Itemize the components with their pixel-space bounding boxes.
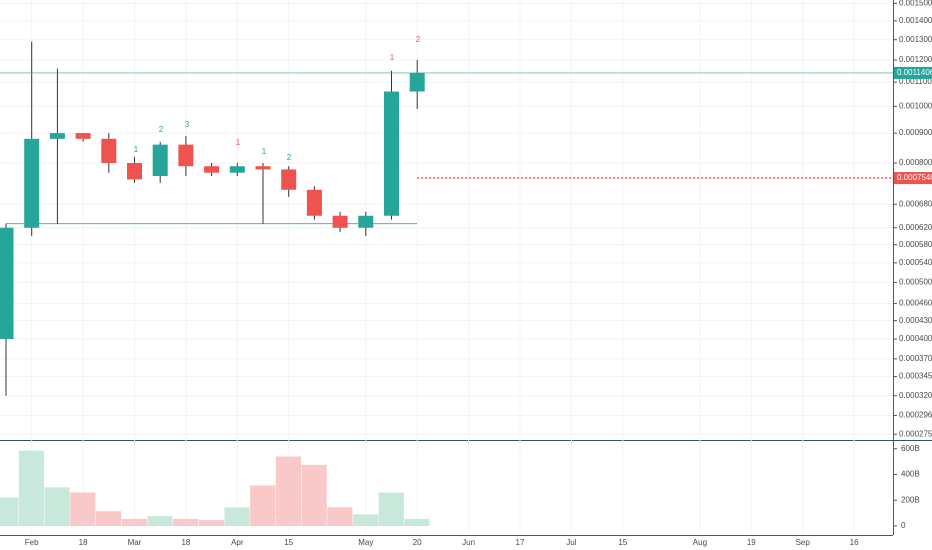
volume-bar: [95, 511, 122, 526]
x-tick-label: Jul: [566, 538, 576, 547]
volume-bar: [301, 464, 327, 526]
x-tick-label: Jun: [462, 538, 475, 547]
x-tick-label: Mar: [128, 538, 142, 547]
candle-body: [101, 138, 117, 164]
x-tick-label: 15: [618, 538, 627, 547]
candle-body: [306, 189, 322, 216]
candle-body: [127, 163, 142, 180]
x-tick-label: Sep: [796, 538, 811, 547]
candle-body: [229, 166, 245, 173]
candle-body: [152, 144, 168, 177]
volume-bar: [352, 514, 379, 526]
volume-bar: [404, 518, 430, 526]
candle-body: [0, 227, 14, 340]
volume-bar: [173, 518, 199, 526]
candle-body: [178, 144, 194, 167]
volume-tick-label: 600B: [901, 444, 920, 453]
candle-body: [75, 133, 91, 139]
x-tick-label: 19: [747, 538, 756, 547]
volume-bar: [121, 518, 147, 526]
volume-bar: [275, 456, 302, 526]
x-tick-label: May: [358, 538, 373, 547]
annotation: 1: [262, 147, 267, 156]
candle-body: [204, 166, 220, 173]
x-tick-label: 16: [850, 538, 859, 547]
x-tick-label: Feb: [25, 538, 39, 547]
candle-body: [409, 72, 425, 92]
candle-body: [384, 91, 399, 216]
last-price-label: 0.0011406: [897, 68, 932, 77]
x-tick-label: 18: [79, 538, 88, 547]
volume-bar: [147, 516, 173, 526]
annotation: 1: [236, 138, 241, 147]
volume-bar: [44, 487, 70, 526]
annotation: 3: [185, 120, 190, 129]
candle-body: [24, 138, 40, 228]
volume-bar: [0, 497, 19, 526]
x-tick-label: 20: [413, 538, 422, 547]
volume-bar: [18, 450, 45, 526]
volume-tick-label: 400B: [901, 470, 920, 479]
volume-tick-label: 0: [901, 521, 906, 530]
volume-tick-label: 200B: [901, 495, 920, 504]
volume-bar: [327, 507, 353, 526]
volume-bar: [198, 520, 224, 526]
x-tick-label: 18: [181, 538, 190, 547]
alert-label: 0.0007540: [897, 173, 932, 182]
annotation: 1: [390, 53, 395, 62]
candle-body: [332, 215, 348, 228]
volume-bar: [378, 492, 404, 526]
annotation: 1: [134, 145, 139, 154]
last-price-tag: [894, 66, 932, 79]
candle-body: [49, 133, 65, 139]
x-tick-label: 17: [516, 538, 525, 547]
annotation: 2: [287, 153, 292, 162]
candle-body: [255, 166, 271, 170]
candle-body: [358, 215, 374, 228]
alert-tag: [894, 172, 932, 185]
annotation: 2: [159, 125, 164, 134]
volume-bar: [70, 492, 96, 526]
x-tick-label: Aug: [693, 538, 707, 547]
volume-bar: [250, 485, 276, 526]
volume-bar: [224, 507, 250, 526]
grid: [0, 0, 893, 535]
x-tick-label: Apr: [231, 538, 244, 547]
annotation: 2: [416, 35, 421, 44]
candle-body: [281, 169, 297, 190]
x-tick-label: 15: [284, 538, 293, 547]
